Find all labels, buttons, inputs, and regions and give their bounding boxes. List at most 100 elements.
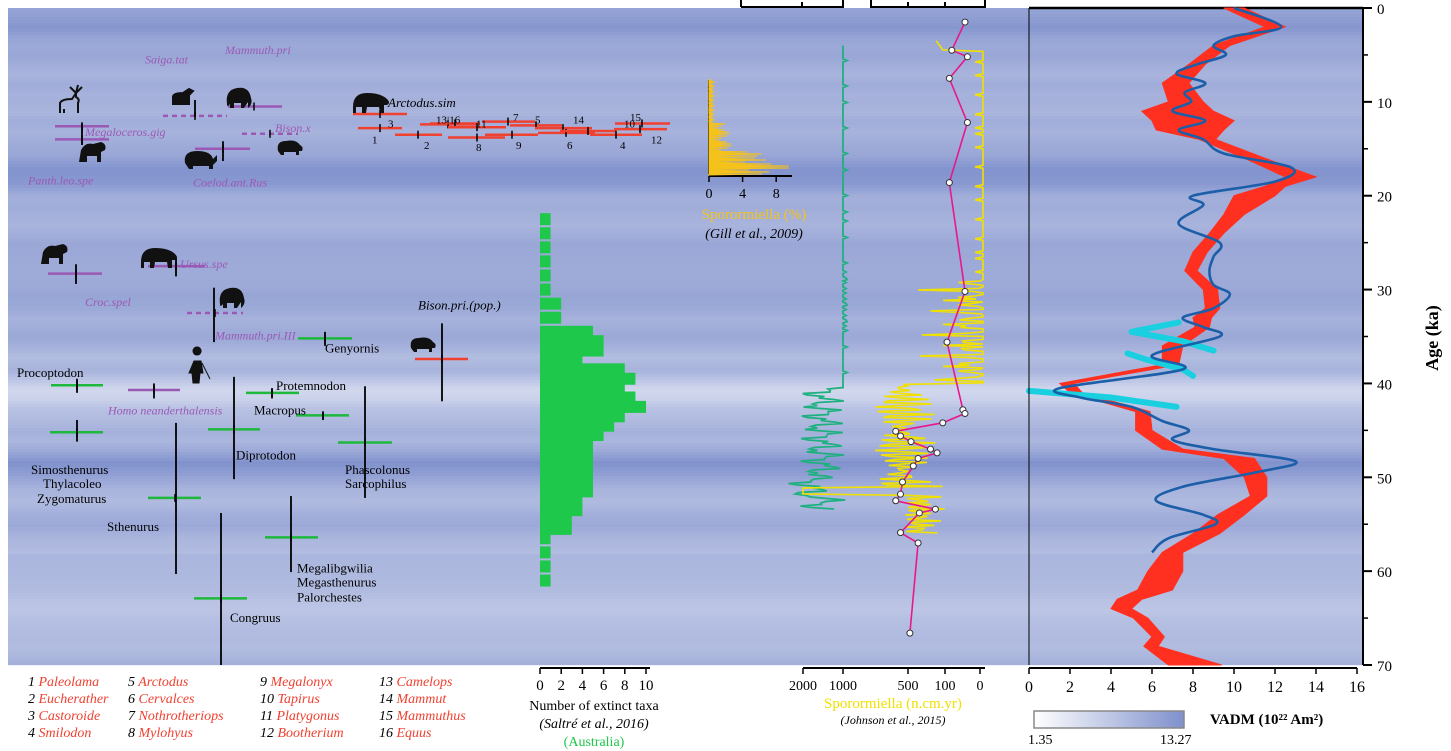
vadm-band <box>8 476 1363 480</box>
vadm-band <box>8 71 1363 75</box>
vadm-band <box>8 335 1363 339</box>
extinct-taxa-bar <box>540 494 583 507</box>
vadm-band <box>8 299 1363 303</box>
johnson-axis-title: Sporormiella (n.cm.yr) <box>824 696 962 712</box>
vadm-band <box>8 53 1363 57</box>
johnson-axis-tick-label: 500 <box>898 679 919 694</box>
taxa-legend-item: 3 Castoroide <box>27 709 100 724</box>
johnson-data-point <box>897 432 905 440</box>
taxa-legend-item: 6 Cervalces <box>128 692 195 707</box>
vadm-band <box>8 455 1363 459</box>
taxon-label: Megalibgwilia <box>297 560 373 575</box>
extinct-axis-tick-label: 8 <box>621 678 629 694</box>
vadm-band <box>8 389 1363 393</box>
johnson-data-point <box>906 629 914 637</box>
taxon-number: 4 <box>620 140 626 152</box>
vadm-band <box>8 545 1363 549</box>
extinct-taxa-bar <box>540 447 593 460</box>
vadm-band <box>8 281 1363 285</box>
vadm-band <box>8 272 1363 276</box>
vadm-band <box>8 500 1363 504</box>
vadm-band <box>8 95 1363 99</box>
vadm-band <box>8 407 1363 411</box>
vadm-band <box>8 86 1363 90</box>
vadm-band <box>8 128 1363 132</box>
vadm-band <box>8 599 1363 603</box>
vadm-band <box>8 182 1363 186</box>
johnson-data-point <box>945 179 953 187</box>
vadm-band <box>8 533 1363 537</box>
extinct-taxa-bar <box>540 241 551 254</box>
vadm-band <box>8 143 1363 147</box>
vadm-band <box>8 344 1363 348</box>
vadm-band <box>8 650 1363 654</box>
vadm-axis-tick-label: 6 <box>1148 679 1156 696</box>
taxon-label: Ursus.spe <box>180 257 228 271</box>
extinct-taxa-bar <box>540 466 593 479</box>
extinct-taxa-bar <box>540 297 562 310</box>
extinct-taxa-bar <box>540 372 636 385</box>
age-tick-label: 20 <box>1377 190 1392 206</box>
vadm-band <box>8 113 1363 117</box>
mammoth-silhouette-icon <box>226 87 252 108</box>
vadm-band <box>8 269 1363 273</box>
taxon-label: Sthenurus <box>107 519 159 534</box>
vadm-band <box>8 98 1363 102</box>
taxon-number: 13|16 <box>436 115 461 127</box>
taxa-legend-item: 9 Megalonyx <box>260 675 333 690</box>
vadm-band <box>8 68 1363 72</box>
extinct-taxa-bar <box>540 429 604 442</box>
vadm-band <box>8 227 1363 231</box>
vadm-band <box>8 467 1363 471</box>
taxon-label: Homo neanderthalensis <box>107 404 223 418</box>
vadm-band <box>8 185 1363 189</box>
age-tick-label: 50 <box>1377 471 1392 487</box>
taxon-number: 3 <box>388 118 394 130</box>
vadm-band <box>8 305 1363 309</box>
vadm-band <box>8 428 1363 432</box>
taxa-legend-item: 14 Mammut <box>379 692 447 707</box>
vadm-band <box>8 191 1363 195</box>
vadm-band <box>8 14 1363 18</box>
vadm-band <box>8 572 1363 576</box>
vadm-band <box>8 377 1363 381</box>
vadm-band <box>8 41 1363 45</box>
vadm-band <box>8 206 1363 210</box>
vadm-band <box>8 392 1363 396</box>
vadm-band <box>8 659 1363 663</box>
taxa-legend-item: 15 Mammuthus <box>379 709 466 724</box>
vadm-band <box>8 482 1363 486</box>
johnson-axis-tick-label: 2000 <box>789 679 817 694</box>
vadm-band <box>8 149 1363 153</box>
vadm-red-band <box>1058 7 1318 666</box>
vadm-band <box>8 233 1363 237</box>
johnson-data-point <box>915 509 923 517</box>
vadm-band <box>8 383 1363 387</box>
extinct-taxa-bar <box>540 391 636 404</box>
vadm-band <box>8 602 1363 606</box>
taxon-number: 5 <box>535 115 541 127</box>
vadm-band <box>8 212 1363 216</box>
vadm-band <box>8 443 1363 447</box>
vadm-band <box>8 515 1363 519</box>
vadm-blue-curve <box>1052 6 1298 554</box>
johnson-data-point <box>939 419 947 427</box>
vadm-band <box>8 356 1363 360</box>
taxon-label: Mammuth.pri <box>224 43 291 57</box>
taxon-label: Genyornis <box>325 341 379 356</box>
vadm-band <box>8 287 1363 291</box>
vadm-band <box>8 581 1363 585</box>
taxon-number: 2 <box>424 140 430 152</box>
age-tick-label: 70 <box>1377 659 1392 675</box>
vadm-band <box>8 437 1363 441</box>
rhino-silhouette-icon <box>184 151 217 169</box>
vadm-band <box>8 464 1363 468</box>
top-axis-fragment <box>740 0 844 8</box>
vadm-band <box>8 551 1363 555</box>
vadm-band <box>8 395 1363 399</box>
vadm-band <box>8 239 1363 243</box>
extinct-taxa-bar <box>540 475 593 488</box>
vadm-band <box>8 524 1363 528</box>
vadm-band <box>8 575 1363 579</box>
vadm-band <box>8 77 1363 81</box>
